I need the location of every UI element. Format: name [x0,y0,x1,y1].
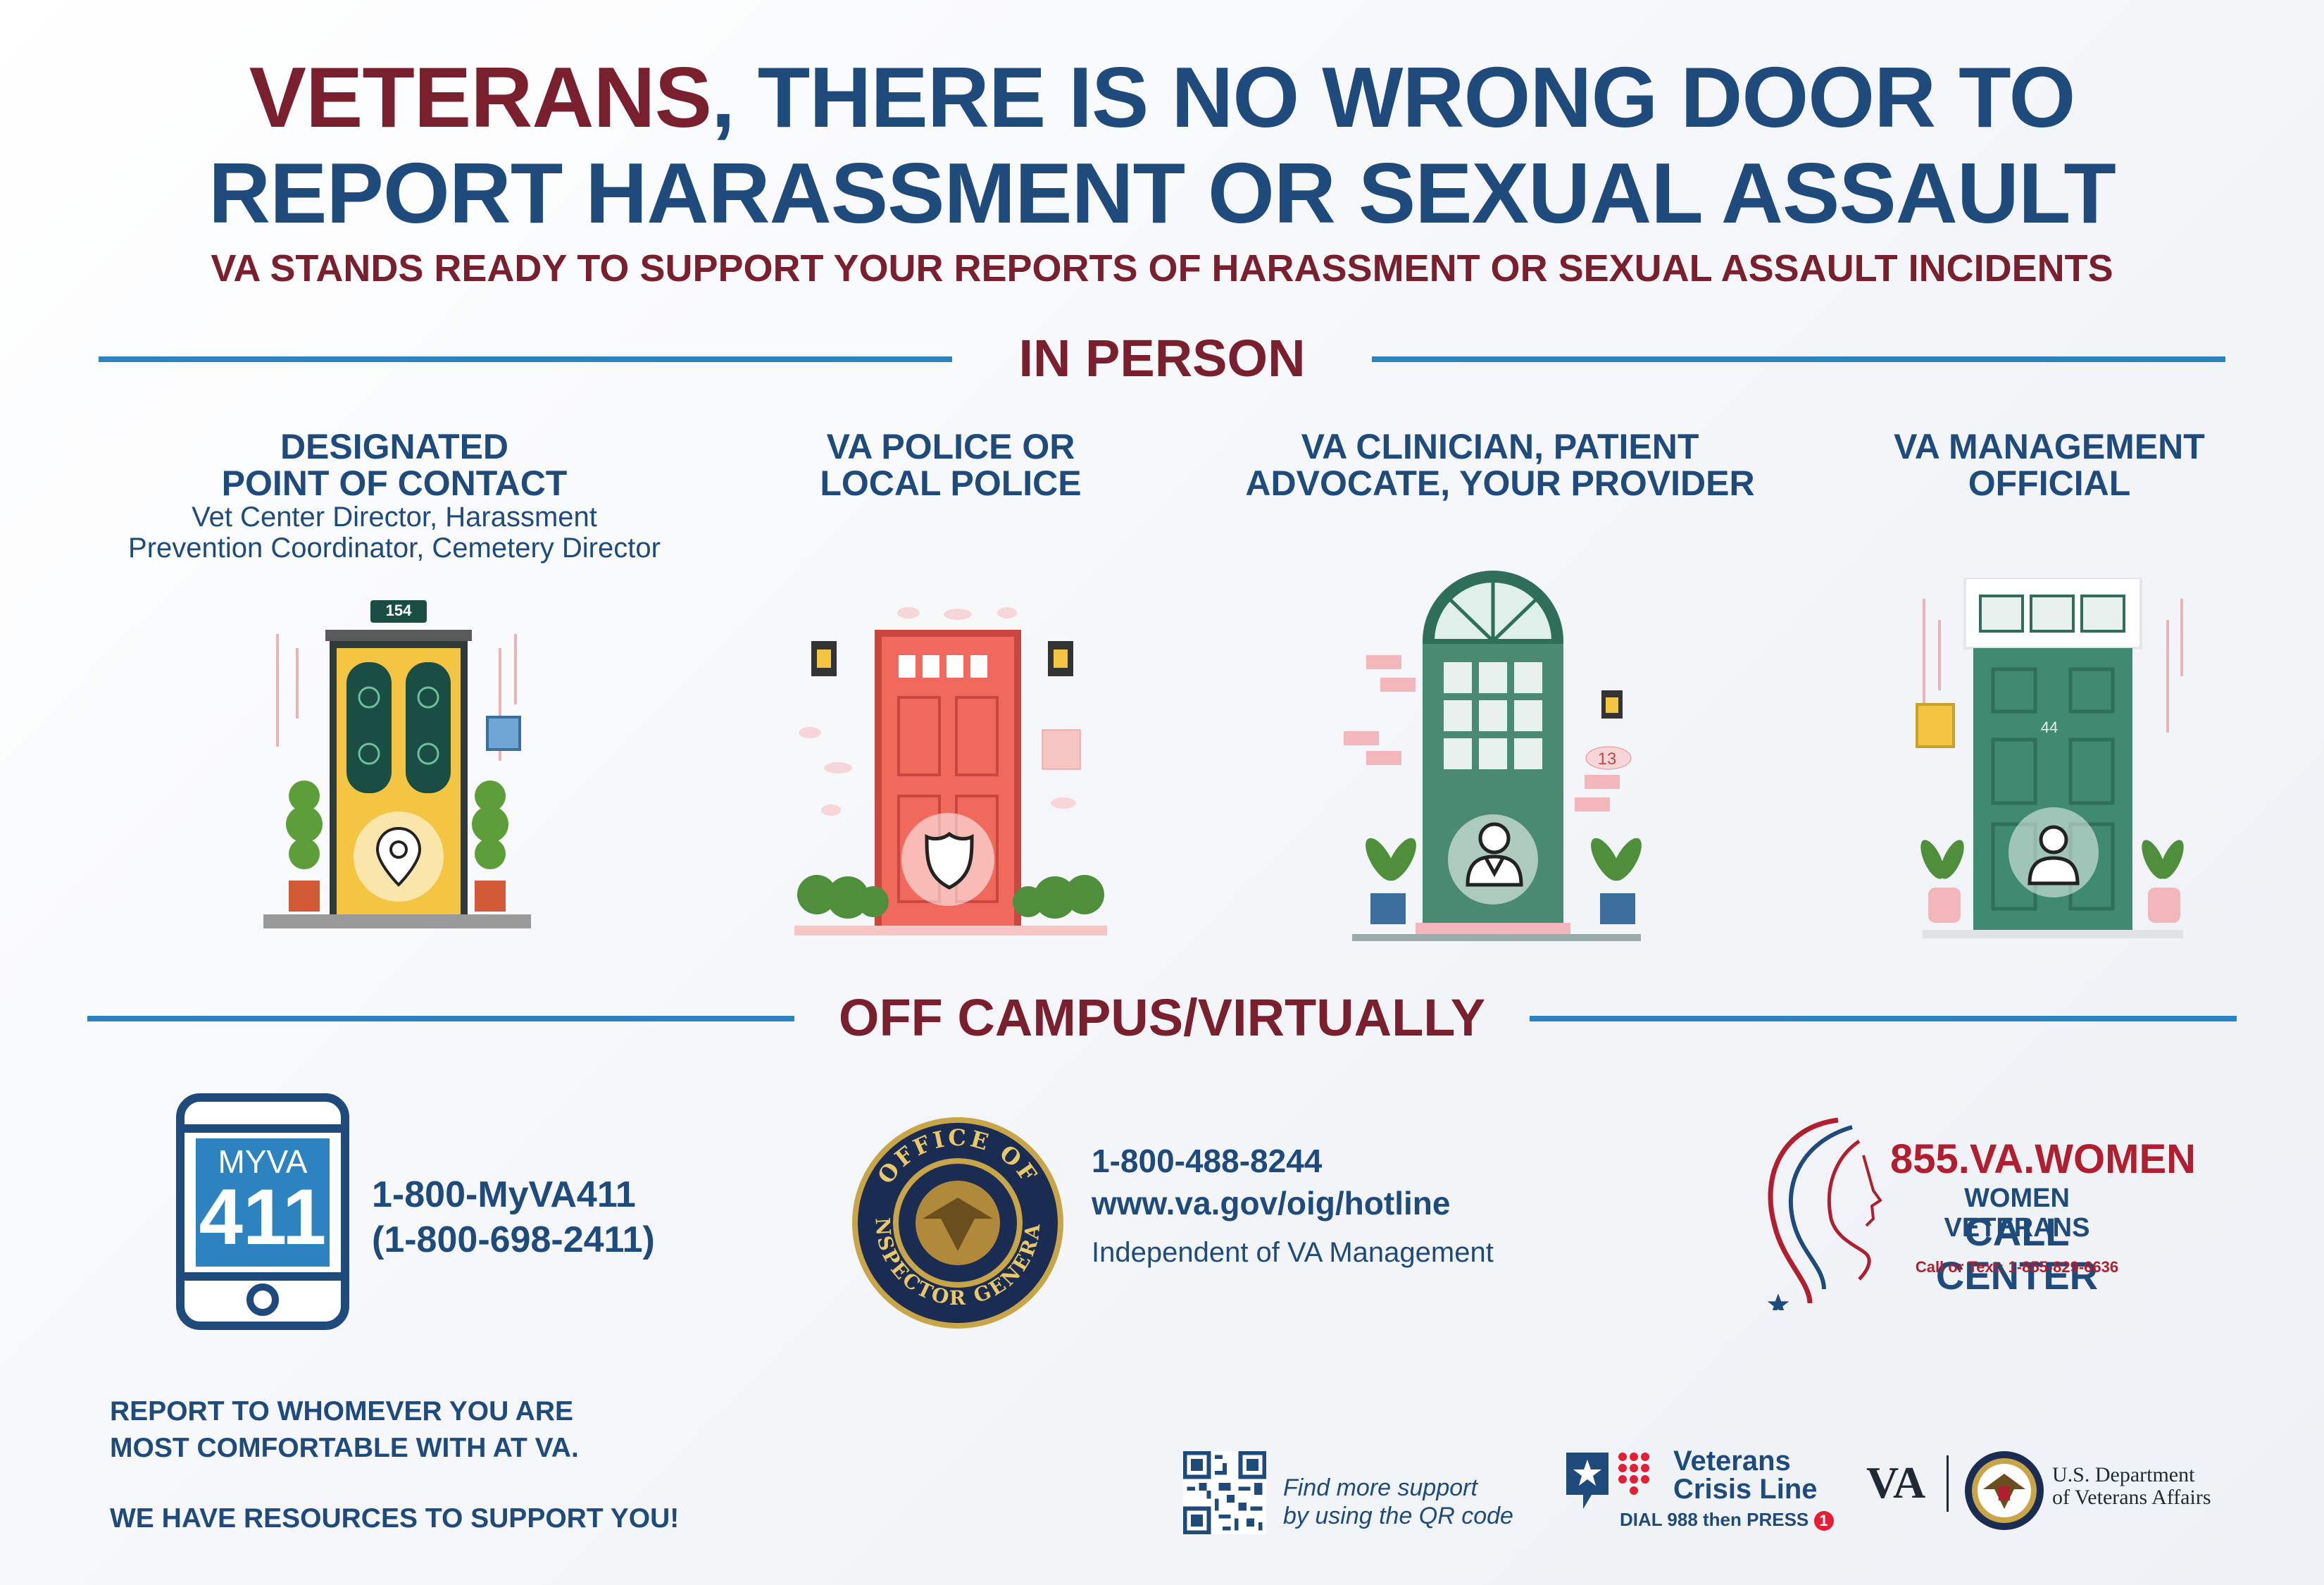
crisis-line-press-number: 1 [1813,1511,1834,1531]
women-vet-line2: CALL CENTER [1935,1210,2099,1298]
crisis-line-dial[interactable]: DIAL 988 then PRESS 1 [1620,1509,1834,1531]
oig-seal-logo: OFFICE OF INSPECTOR GENERAL [848,1113,1063,1329]
footer-line-3: WE HAVE RESOURCES TO SUPPORT YOU! [110,1503,680,1534]
door-1-number: 154 [385,602,412,619]
footer-line-2: MOST COMFORTABLE WITH AT VA. [110,1433,579,1463]
qr-caption-1: Find more support [1283,1474,1478,1501]
divider-right-2 [1530,1016,2237,1021]
crisis-line-name-2: Crisis Line [1673,1474,1818,1505]
door-3-title-1: VA CLINICIAN, PATIENT [1301,427,1699,466]
door-1-title-1: DESIGNATED [280,427,509,466]
crisis-line-name-1: Veterans [1673,1446,1791,1477]
women-vet-phone[interactable]: 855.VA.WOMEN [1890,1136,2197,1182]
myva-badge-top: MYVA [218,1143,308,1180]
section-off-campus: OFF CAMPUS/VIRTUALLY [838,988,1486,1047]
va-dept-line-1: U.S. Department [2052,1463,2195,1486]
door-3-illustration [1344,571,1642,941]
door-4-illustration [1916,578,2184,938]
va-logo-divider [1947,1455,1949,1512]
door-1-title-2: POINT OF CONTACT [221,464,568,503]
va-dept-name: U.S. Department of Veterans Affairs [2052,1464,2211,1509]
door-4-title-1: VA MANAGEMENT [1894,427,2205,466]
door-2-caption: VA POLICE OR LOCAL POLICE [704,428,1197,502]
door-1-sub-2: Prevention Coordinator, Cemetery Directo… [128,533,661,564]
door-3-title-2: ADVOCATE, YOUR PROVIDER [1245,464,1755,503]
police-badge-icon [925,831,974,890]
location-pin-icon [375,826,422,887]
divider-right [1372,356,2225,362]
footer-message: REPORT TO WHOMEVER YOU ARE MOST COMFORTA… [110,1393,679,1537]
headline-line1: , THERE IS NO WRONG DOOR TO [711,49,2075,145]
oig-phone[interactable]: 1-800-488-8244 [1092,1143,1323,1179]
myva-phone-numeric[interactable]: (1-800-698-2411) [372,1219,655,1260]
divider-left [99,356,952,362]
myva-phone[interactable]: 1-800-MyVA411 [372,1174,636,1215]
women-veterans-logo [1767,1117,1882,1310]
door-3-number: 13 [1597,750,1617,769]
phone-icon [176,1093,349,1330]
door-3-caption: VA CLINICIAN, PATIENT ADVOCATE, YOUR PRO… [1183,428,1817,502]
qr-caption: Find more support by using the QR code [1283,1474,1513,1530]
clinician-icon [1466,822,1523,887]
va-dept-line-2: of Veterans Affairs [2052,1486,2211,1509]
door-4-number: 44 [2040,719,2059,736]
va-seal-icon [1965,1451,2044,1530]
qr-caption-2: by using the QR code [1283,1503,1513,1529]
door-1-sub-1: Vet Center Director, Harassment [192,502,597,533]
door-1-illustration [263,600,531,928]
oig-url[interactable]: www.va.gov/oig/hotline [1092,1185,1451,1222]
page-title: VETERANS, THERE IS NO WRONG DOOR TO REPO… [0,49,2324,241]
subheading: VA STANDS READY TO SUPPORT YOUR REPORTS … [211,247,2113,290]
door-2-title-2: LOCAL POLICE [820,464,1082,503]
section-in-person: IN PERSON [1018,329,1306,387]
door-4-title-2: OFFICIAL [1968,464,2131,503]
women-vet-call-text[interactable]: Call or Text: 1-855-829-6636 [1915,1258,2119,1276]
door-4-caption: VA MANAGEMENT OFFICIAL [1803,428,2296,502]
headline-veterans: VETERANS [249,49,712,145]
qr-code[interactable] [1183,1451,1266,1534]
headline-line2: REPORT HARASSMENT OR SEXUAL ASSAULT [208,145,2116,241]
crisis-line-dial-text: DIAL 988 then PRESS [1620,1509,1809,1530]
door-1-caption: DESIGNATED POINT OF CONTACT Vet Center D… [70,428,718,564]
va-wordmark: VA [1866,1457,1926,1508]
women-vet-line1: WOMEN VETERANS [1944,1183,2090,1243]
door-2-title-1: VA POLICE OR [826,427,1075,466]
oig-note: Independent of VA Management [1092,1237,1494,1268]
myva-badge-number: 411 [199,1173,327,1261]
crisis-line-logo [1566,1453,1649,1509]
person-icon [2028,825,2080,885]
footer-line-1: REPORT TO WHOMEVER YOU ARE [110,1396,574,1426]
door-2-illustration [794,607,1107,936]
divider-left-2 [87,1016,794,1021]
